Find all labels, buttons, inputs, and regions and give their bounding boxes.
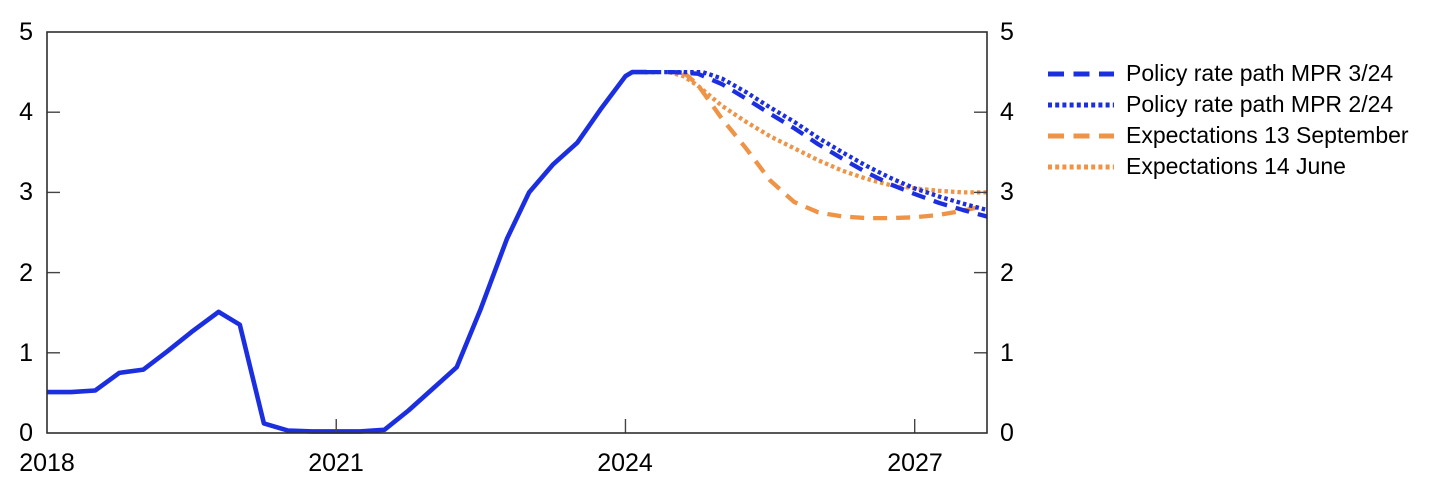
legend-line-sample-dashed-blue	[1048, 71, 1114, 76]
legend-item-expectations-14-june: Expectations 14 June	[1047, 151, 1409, 182]
y-axis-tick-label-left: 2	[19, 259, 33, 287]
legend-line-sample-dashed-orange	[1048, 133, 1114, 138]
legend-label: Policy rate path MPR 3/24	[1126, 60, 1394, 86]
chart-series-lines	[47, 69, 988, 434]
y-axis-tick-label-right: 5	[1000, 18, 1014, 46]
series-line-4	[668, 70, 987, 195]
legend-label: Policy rate path MPR 2/24	[1126, 91, 1394, 117]
legend-item-policy-rate-path-mpr-2-24: Policy rate path MPR 2/24	[1047, 89, 1409, 120]
legend-item-expectations-13-september: Expectations 13 September	[1047, 120, 1409, 151]
series-line-0	[47, 69, 647, 434]
series-line-2	[644, 69, 988, 213]
y-axis-tick-label-right: 4	[1000, 98, 1014, 126]
series-line-3	[681, 70, 988, 221]
legend-item-policy-rate-path-mpr-3-24: Policy rate path MPR 3/24	[1047, 58, 1409, 89]
y-axis-tick-label-left: 0	[19, 419, 33, 447]
x-axis-tick-label: 2027	[887, 449, 943, 477]
y-axis-tick-label-right: 2	[1000, 259, 1014, 287]
series-line-1	[644, 69, 988, 219]
legend: Policy rate path MPR 3/24 Policy rate pa…	[1047, 58, 1409, 182]
x-axis-tick-label: 2021	[308, 449, 364, 477]
y-axis-tick-label-left: 5	[19, 18, 33, 46]
y-axis-tick-label-left: 1	[19, 339, 33, 367]
x-axis-tick-label: 2018	[19, 449, 75, 477]
y-axis-tick-label-right: 3	[1000, 178, 1014, 206]
x-axis-tick-label: 2024	[597, 449, 653, 477]
axis-ticks	[47, 111, 987, 433]
legend-label: Expectations 13 September	[1126, 122, 1409, 148]
y-axis-tick-label-left: 4	[19, 98, 33, 126]
legend-line-sample-dotted-orange	[1048, 164, 1114, 169]
plot-border	[46, 31, 988, 434]
y-axis-tick-label-right: 1	[1000, 339, 1014, 367]
y-axis-tick-label-right: 0	[1000, 419, 1014, 447]
legend-label: Expectations 14 June	[1126, 153, 1346, 179]
y-axis-tick-label-left: 3	[19, 178, 33, 206]
legend-line-sample-dotted-blue	[1048, 102, 1114, 107]
